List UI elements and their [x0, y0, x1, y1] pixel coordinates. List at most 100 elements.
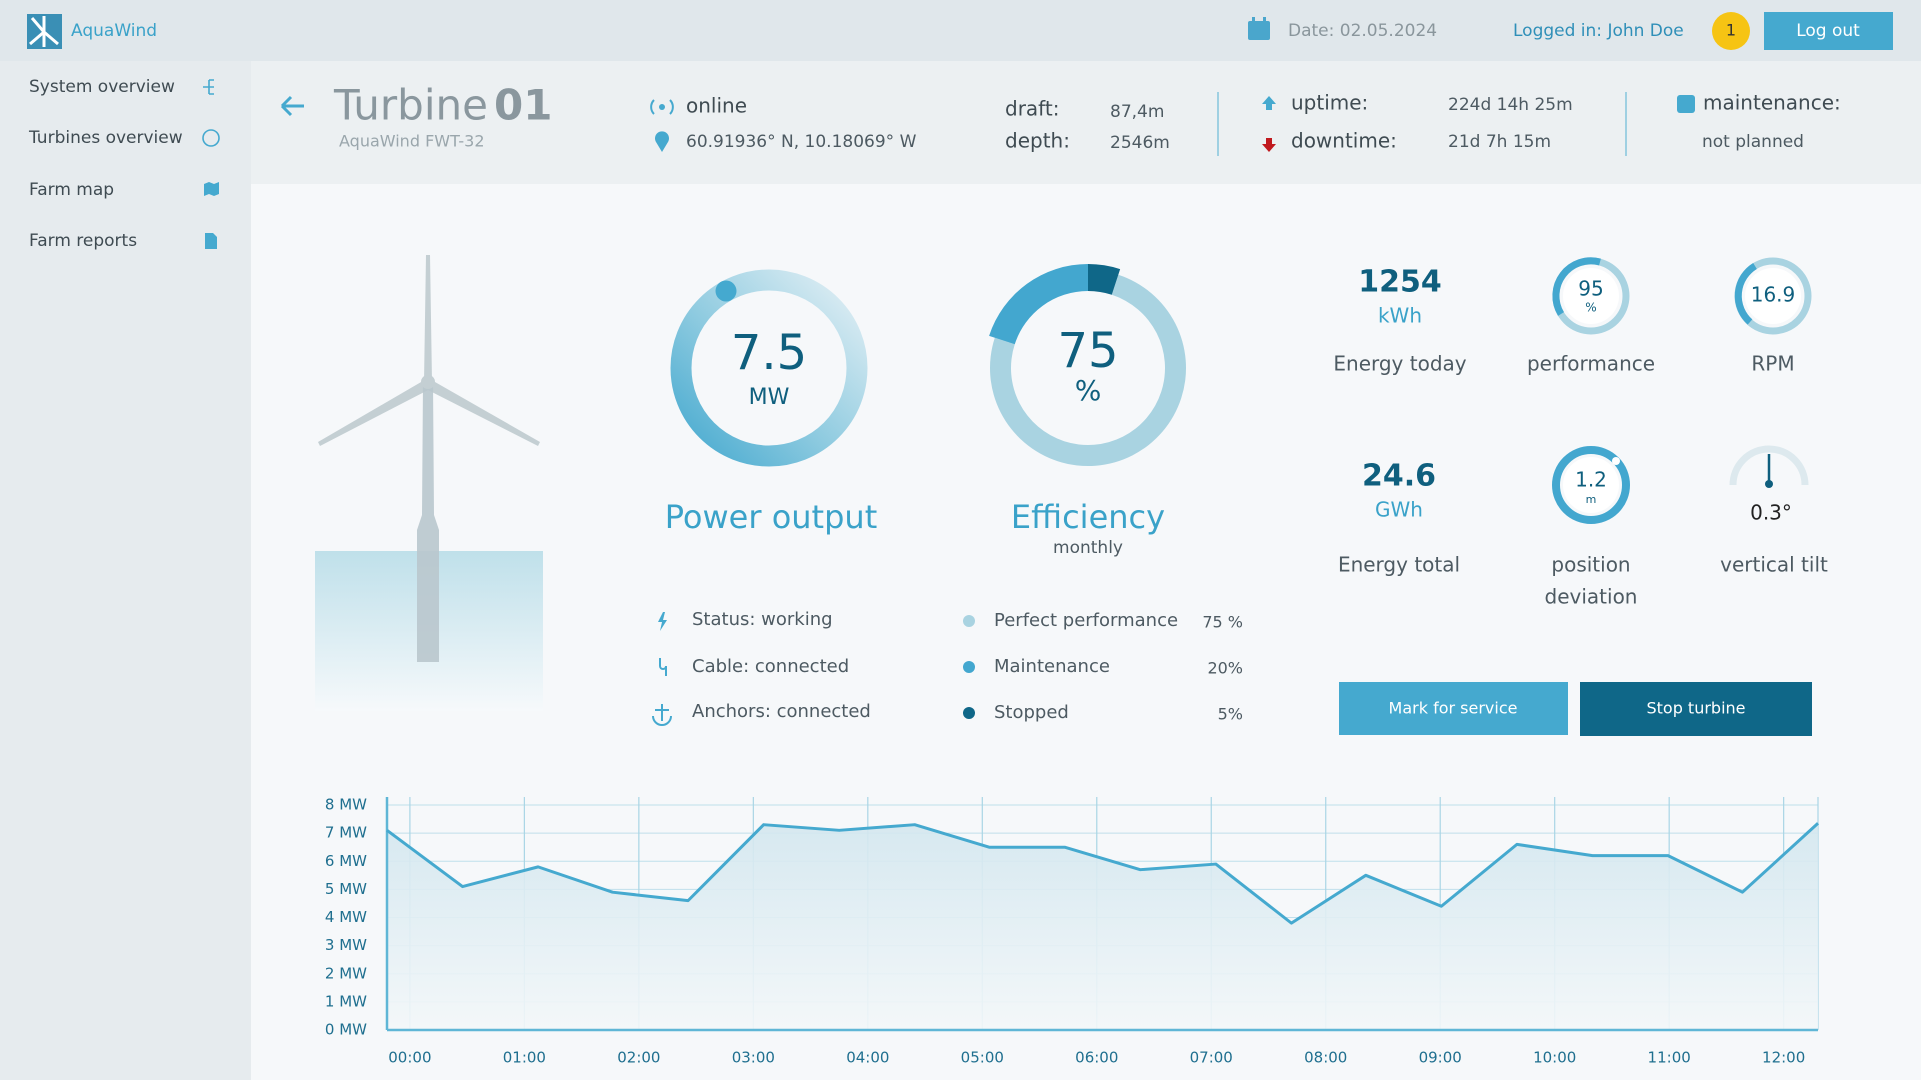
- header-bg: [0, 0, 1921, 61]
- metric-unit: kWh: [1378, 304, 1422, 328]
- donut-segment: [1088, 264, 1121, 295]
- turbine-name: Turbine: [333, 81, 488, 130]
- uptime-icon: [1262, 96, 1276, 110]
- gauge-face: [1745, 268, 1801, 324]
- x-tick-label: 02:00: [617, 1049, 660, 1067]
- nav-icon: [204, 182, 219, 196]
- nav-icon: [203, 79, 214, 95]
- efficiency-unit: %: [1075, 374, 1102, 407]
- legend-label: Stopped: [994, 702, 1069, 723]
- nav-icon: [202, 129, 220, 147]
- back-arrow[interactable]: [280, 95, 304, 117]
- depth-label: depth:: [1005, 129, 1070, 153]
- power-unit: MW: [749, 385, 790, 410]
- gauge-track: [1729, 445, 1809, 486]
- legend-dot: [963, 615, 975, 627]
- metric-label: Energy total: [1338, 553, 1460, 577]
- nav-item[interactable]: Farm map: [29, 180, 219, 200]
- metric-value: 1254: [1358, 265, 1442, 300]
- y-tick-label: 3 MW: [325, 936, 367, 954]
- gauge-pivot: [1765, 480, 1773, 488]
- turbine-model: AquaWind FWT-32: [339, 132, 485, 151]
- legend-value: 5%: [1218, 705, 1243, 724]
- x-tick-label: 08:00: [1304, 1049, 1347, 1067]
- signal-dot: [659, 104, 665, 110]
- info-bg: [251, 61, 1921, 184]
- y-tick-label: 8 MW: [325, 796, 367, 814]
- location-icon: [655, 131, 669, 152]
- y-tick-label: 6 MW: [325, 852, 367, 870]
- nav-label: Farm reports: [29, 231, 137, 251]
- metric-value: 16.9: [1751, 283, 1796, 307]
- status: online: [686, 94, 747, 118]
- legend-dot: [963, 661, 975, 673]
- mark-service-button[interactable]: Mark for service: [1339, 682, 1568, 735]
- blade: [424, 378, 540, 446]
- downtime: 21d 7h 15m: [1448, 132, 1551, 152]
- x-tick-label: 07:00: [1190, 1049, 1233, 1067]
- turbine-number: 01: [494, 81, 552, 130]
- nav-item[interactable]: Farm reports: [29, 231, 217, 251]
- legend-label: Perfect performance: [994, 610, 1178, 631]
- efficiency-value: 75: [1057, 323, 1118, 379]
- y-tick-label: 7 MW: [325, 824, 367, 842]
- gauge-arc: [1552, 257, 1601, 316]
- button-bg: [1580, 682, 1812, 736]
- status-item: Cable: connected: [692, 656, 849, 677]
- power-value: 7.5: [731, 325, 807, 381]
- nav-item[interactable]: System overview: [29, 77, 214, 97]
- status-item: Anchors: connected: [692, 701, 871, 722]
- coords: 60.91936° N, 10.18069° W: [686, 132, 917, 152]
- uptime: 224d 14h 25m: [1448, 95, 1573, 115]
- metric-label: position: [1551, 553, 1630, 577]
- nav-icon: [205, 233, 217, 249]
- x-tick-label: 04:00: [846, 1049, 889, 1067]
- x-tick-label: 12:00: [1762, 1049, 1805, 1067]
- gauge-arc: [1734, 263, 1757, 325]
- calendar-icon: [1248, 17, 1270, 40]
- turbine-illustration: [315, 255, 543, 711]
- line: [386, 822, 1820, 925]
- gauge-ring: [1552, 446, 1630, 524]
- gauge-face: [1563, 268, 1619, 324]
- tilt-gauge: [1729, 445, 1809, 488]
- user: Logged in: John Doe: [1513, 21, 1684, 41]
- y-tick-label: 5 MW: [325, 880, 367, 898]
- gauge-notch: [1612, 457, 1620, 465]
- downtime-icon: [1262, 138, 1276, 152]
- badge-count: 1: [1726, 21, 1736, 40]
- x-tick-label: 03:00: [732, 1049, 775, 1067]
- rpm-gauge: [1734, 257, 1812, 335]
- notifications[interactable]: 1: [1712, 12, 1750, 50]
- metric-label: vertical tilt: [1720, 553, 1828, 577]
- donut-segment: [989, 264, 1088, 345]
- x-tick-label: 06:00: [1075, 1049, 1118, 1067]
- legend-label: Maintenance: [994, 656, 1110, 677]
- x-tick-label: 05:00: [961, 1049, 1004, 1067]
- status-icon: [658, 612, 667, 631]
- nav-item[interactable]: Turbines overview: [28, 128, 220, 148]
- metric-label: Energy today: [1333, 352, 1466, 376]
- metric-value: 24.6: [1362, 459, 1436, 494]
- ring-cap: [715, 280, 737, 302]
- legend-value: 75 %: [1202, 613, 1243, 632]
- badge: [1712, 12, 1750, 50]
- anchor-icon: [652, 704, 672, 726]
- draft-label: draft:: [1005, 97, 1059, 121]
- cable-icon: [659, 658, 667, 676]
- y-tick-label: 0 MW: [325, 1021, 367, 1039]
- metric-label: deviation: [1545, 585, 1638, 609]
- calendar-ring: [1263, 17, 1266, 23]
- metric-unit: m: [1586, 493, 1597, 506]
- date: Date: 02.05.2024: [1288, 21, 1437, 41]
- y-tick-label: 2 MW: [325, 964, 367, 982]
- logo[interactable]: AquaWind: [27, 14, 157, 49]
- logout-button[interactable]: Log out: [1764, 12, 1893, 50]
- legend-value: 20%: [1207, 659, 1243, 678]
- stop-turbine-button[interactable]: Stop turbine: [1580, 682, 1812, 736]
- tower: [417, 382, 439, 662]
- performance-gauge: [1552, 257, 1630, 335]
- logout-bg: [1764, 12, 1893, 50]
- maintenance-label: maintenance:: [1703, 91, 1841, 115]
- metric-label: performance: [1527, 352, 1655, 376]
